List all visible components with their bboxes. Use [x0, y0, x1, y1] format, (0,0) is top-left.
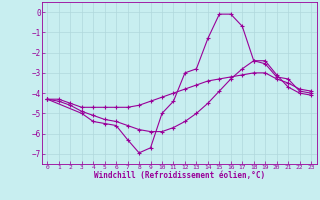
X-axis label: Windchill (Refroidissement éolien,°C): Windchill (Refroidissement éolien,°C) [94, 171, 265, 180]
